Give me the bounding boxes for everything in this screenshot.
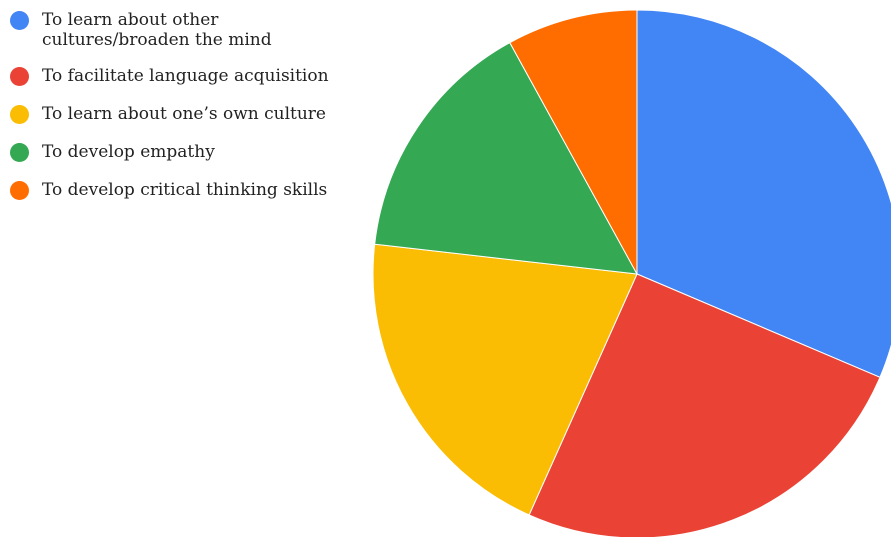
pie-slice-empathy[interactable]: [374, 41, 638, 275]
chart-legend: To learn about other cultures/broaden th…: [10, 10, 340, 218]
legend-label-critical-thinking: To develop critical thinking skills: [42, 180, 328, 200]
legend-label-cultures: To learn about other cultures/broaden th…: [42, 10, 272, 50]
legend-item-empathy[interactable]: To develop empathy: [10, 142, 340, 162]
pie-slice-own-culture[interactable]: [372, 243, 638, 516]
legend-item-critical-thinking[interactable]: To develop critical thinking skills: [10, 180, 340, 200]
pie-slice-critical-thinking[interactable]: [509, 9, 638, 275]
legend-swatch-empathy: [10, 143, 29, 162]
legend-label-empathy: To develop empathy: [42, 142, 215, 162]
legend-swatch-critical-thinking: [10, 181, 29, 200]
legend-swatch-own-culture: [10, 105, 29, 124]
pie-slices: [372, 9, 891, 537]
legend-item-own-culture[interactable]: To learn about one’s own culture: [10, 104, 340, 124]
legend-item-language[interactable]: To facilitate language acquisition: [10, 66, 340, 86]
pie-slice-cultures[interactable]: [636, 9, 891, 378]
legend-swatch-language: [10, 67, 29, 86]
legend-label-own-culture: To learn about one’s own culture: [42, 104, 326, 124]
legend-swatch-cultures: [10, 11, 29, 30]
pie-slice-language[interactable]: [528, 273, 881, 537]
legend-item-cultures[interactable]: To learn about other cultures/broaden th…: [10, 10, 340, 50]
legend-label-language: To facilitate language acquisition: [42, 66, 329, 86]
